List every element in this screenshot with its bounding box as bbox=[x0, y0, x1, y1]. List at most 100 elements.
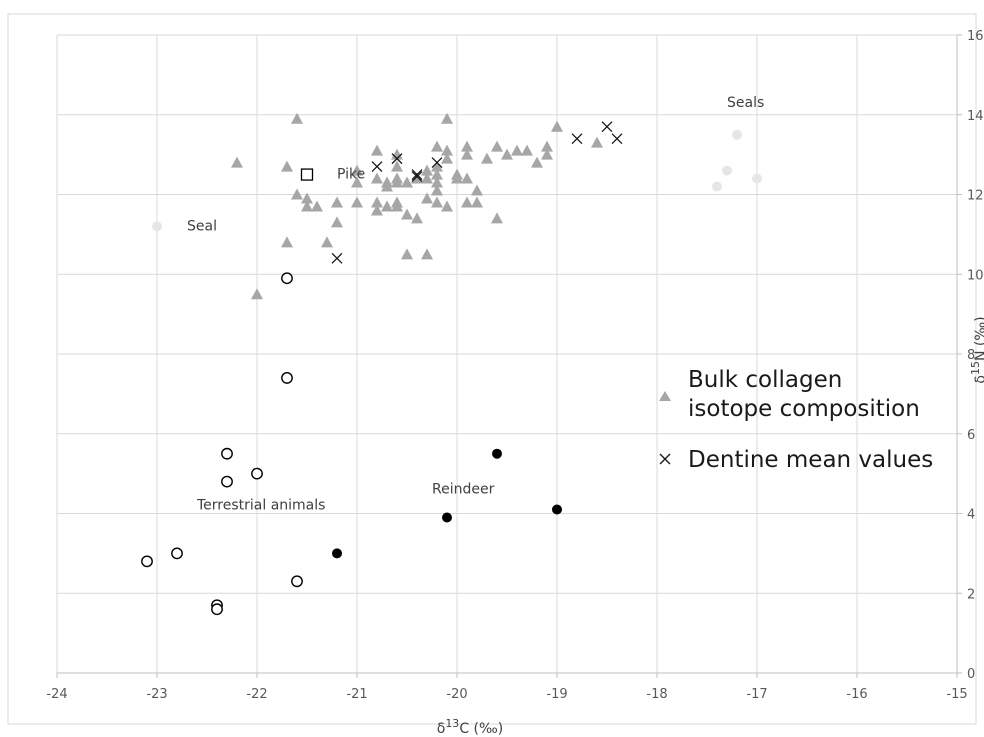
open-circle-point bbox=[281, 272, 293, 285]
triangle-point bbox=[441, 144, 453, 156]
cross-point bbox=[601, 121, 613, 133]
x-tick-label: -21 bbox=[346, 687, 367, 702]
triangle-point bbox=[391, 200, 403, 212]
open-circle-point bbox=[291, 575, 303, 588]
triangle-point bbox=[441, 152, 453, 164]
triangle-point bbox=[481, 152, 493, 164]
triangle-point bbox=[411, 212, 423, 224]
filled-circle-point bbox=[492, 448, 502, 459]
x-tick-label: -23 bbox=[146, 687, 167, 702]
triangle-point bbox=[491, 212, 503, 224]
triangle-point bbox=[301, 192, 313, 204]
triangle-point bbox=[371, 172, 383, 184]
legend-entry-dentine: Dentine mean values bbox=[659, 447, 933, 473]
x-tick-label: -24 bbox=[46, 687, 67, 702]
y-tick-label: 16 bbox=[967, 29, 984, 44]
triangle-point bbox=[501, 148, 513, 160]
cross-point bbox=[411, 171, 423, 183]
open-circle-point bbox=[171, 547, 183, 560]
triangle-point bbox=[461, 140, 473, 152]
cross-point bbox=[611, 133, 623, 145]
y-tick-label: 2 bbox=[967, 587, 975, 602]
cross-point bbox=[371, 161, 383, 173]
triangle-point bbox=[421, 164, 433, 176]
triangle-point bbox=[391, 148, 403, 160]
triangle-point bbox=[281, 236, 293, 248]
open-circle-point bbox=[211, 603, 223, 616]
triangle-point bbox=[391, 160, 403, 172]
triangle-point bbox=[441, 112, 453, 124]
triangle-point bbox=[351, 196, 363, 208]
triangle-point bbox=[421, 192, 433, 204]
triangle-point bbox=[291, 112, 303, 124]
y-tick-label: 12 bbox=[967, 189, 984, 204]
annotation-label: Seal bbox=[187, 218, 217, 234]
y-tick-label: 6 bbox=[967, 428, 975, 443]
triangle-point bbox=[371, 204, 383, 216]
y-axis-label: δ15N (‰) bbox=[969, 316, 984, 383]
y-tick-label: 4 bbox=[967, 508, 975, 523]
annotation-label: Reindeer bbox=[432, 482, 495, 498]
light-circle-point bbox=[752, 173, 762, 184]
x-tick-label: -22 bbox=[246, 687, 267, 702]
legend-label-bulk-line2: isotope composition bbox=[688, 396, 920, 422]
light-circle-point bbox=[712, 181, 722, 192]
triangle-point bbox=[381, 180, 393, 192]
x-tick-label: -18 bbox=[646, 687, 667, 702]
axes bbox=[56, 34, 962, 678]
legend: Bulk collagen isotope composition Dentin… bbox=[659, 367, 933, 473]
triangle-point bbox=[461, 148, 473, 160]
legend-entry-bulk-collagen: Bulk collagen isotope composition bbox=[659, 367, 920, 422]
triangle-point bbox=[471, 196, 483, 208]
triangle-point bbox=[321, 236, 333, 248]
triangle-point bbox=[491, 140, 503, 152]
y-tick-label: 14 bbox=[967, 109, 984, 124]
filled-circle-point bbox=[552, 504, 562, 515]
triangle-point bbox=[431, 140, 443, 152]
x-axis-label: δ13C (‰) bbox=[437, 717, 504, 737]
cross-point bbox=[431, 157, 443, 169]
triangle-point bbox=[371, 196, 383, 208]
triangle-point bbox=[431, 168, 443, 180]
x-tick-label: -17 bbox=[746, 687, 767, 702]
triangle-point bbox=[421, 248, 433, 260]
open-circle-point bbox=[221, 447, 233, 460]
legend-label-bulk-line1: Bulk collagen bbox=[688, 367, 842, 393]
open-circle-point bbox=[251, 467, 263, 480]
triangle-point bbox=[461, 172, 473, 184]
triangle-point bbox=[351, 176, 363, 188]
triangle-point bbox=[331, 216, 343, 228]
light-circle-point bbox=[722, 165, 732, 176]
triangle-point bbox=[391, 176, 403, 188]
triangle-point bbox=[441, 200, 453, 212]
triangle-point bbox=[431, 184, 443, 196]
y-tick-label: 10 bbox=[967, 268, 984, 283]
annotation-label: Pike bbox=[337, 167, 365, 183]
triangle-point bbox=[461, 196, 473, 208]
triangle-point bbox=[591, 136, 603, 148]
cross-point bbox=[571, 133, 583, 145]
data-marks bbox=[141, 112, 762, 616]
triangle-point bbox=[381, 200, 393, 212]
triangle-point bbox=[371, 144, 383, 156]
x-tick-labels: -24 -23 -22 -21 -20 -19 -18 -17 -16 -15 bbox=[46, 687, 967, 702]
y-tick-labels: 0 2 4 6 8 10 12 14 16 bbox=[967, 29, 984, 682]
x-tick-label: -20 bbox=[446, 687, 467, 702]
legend-cross-marker-b bbox=[659, 453, 671, 465]
triangle-point bbox=[471, 184, 483, 196]
triangle-point bbox=[401, 248, 413, 260]
cross-point bbox=[411, 169, 423, 181]
cross-point bbox=[391, 153, 403, 165]
annotation-label: Seals bbox=[727, 95, 764, 111]
open-circle-point bbox=[221, 475, 233, 488]
x-tick-label: -15 bbox=[946, 687, 967, 702]
annotations: Seals Pike Seal Terrestrial animals Reindeer bbox=[187, 95, 764, 514]
triangle-point bbox=[401, 176, 413, 188]
triangle-point bbox=[231, 156, 243, 168]
y-tick-label: 0 bbox=[967, 667, 975, 682]
open-circle-point bbox=[281, 372, 293, 384]
cross-point bbox=[331, 252, 343, 264]
x-tick-label: -16 bbox=[846, 687, 867, 702]
triangle-point bbox=[401, 208, 413, 220]
